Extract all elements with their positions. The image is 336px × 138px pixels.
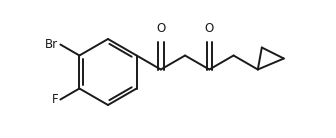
Text: O: O [205, 22, 214, 34]
Text: F: F [52, 93, 58, 106]
Text: Br: Br [45, 38, 58, 51]
Text: O: O [156, 22, 165, 34]
